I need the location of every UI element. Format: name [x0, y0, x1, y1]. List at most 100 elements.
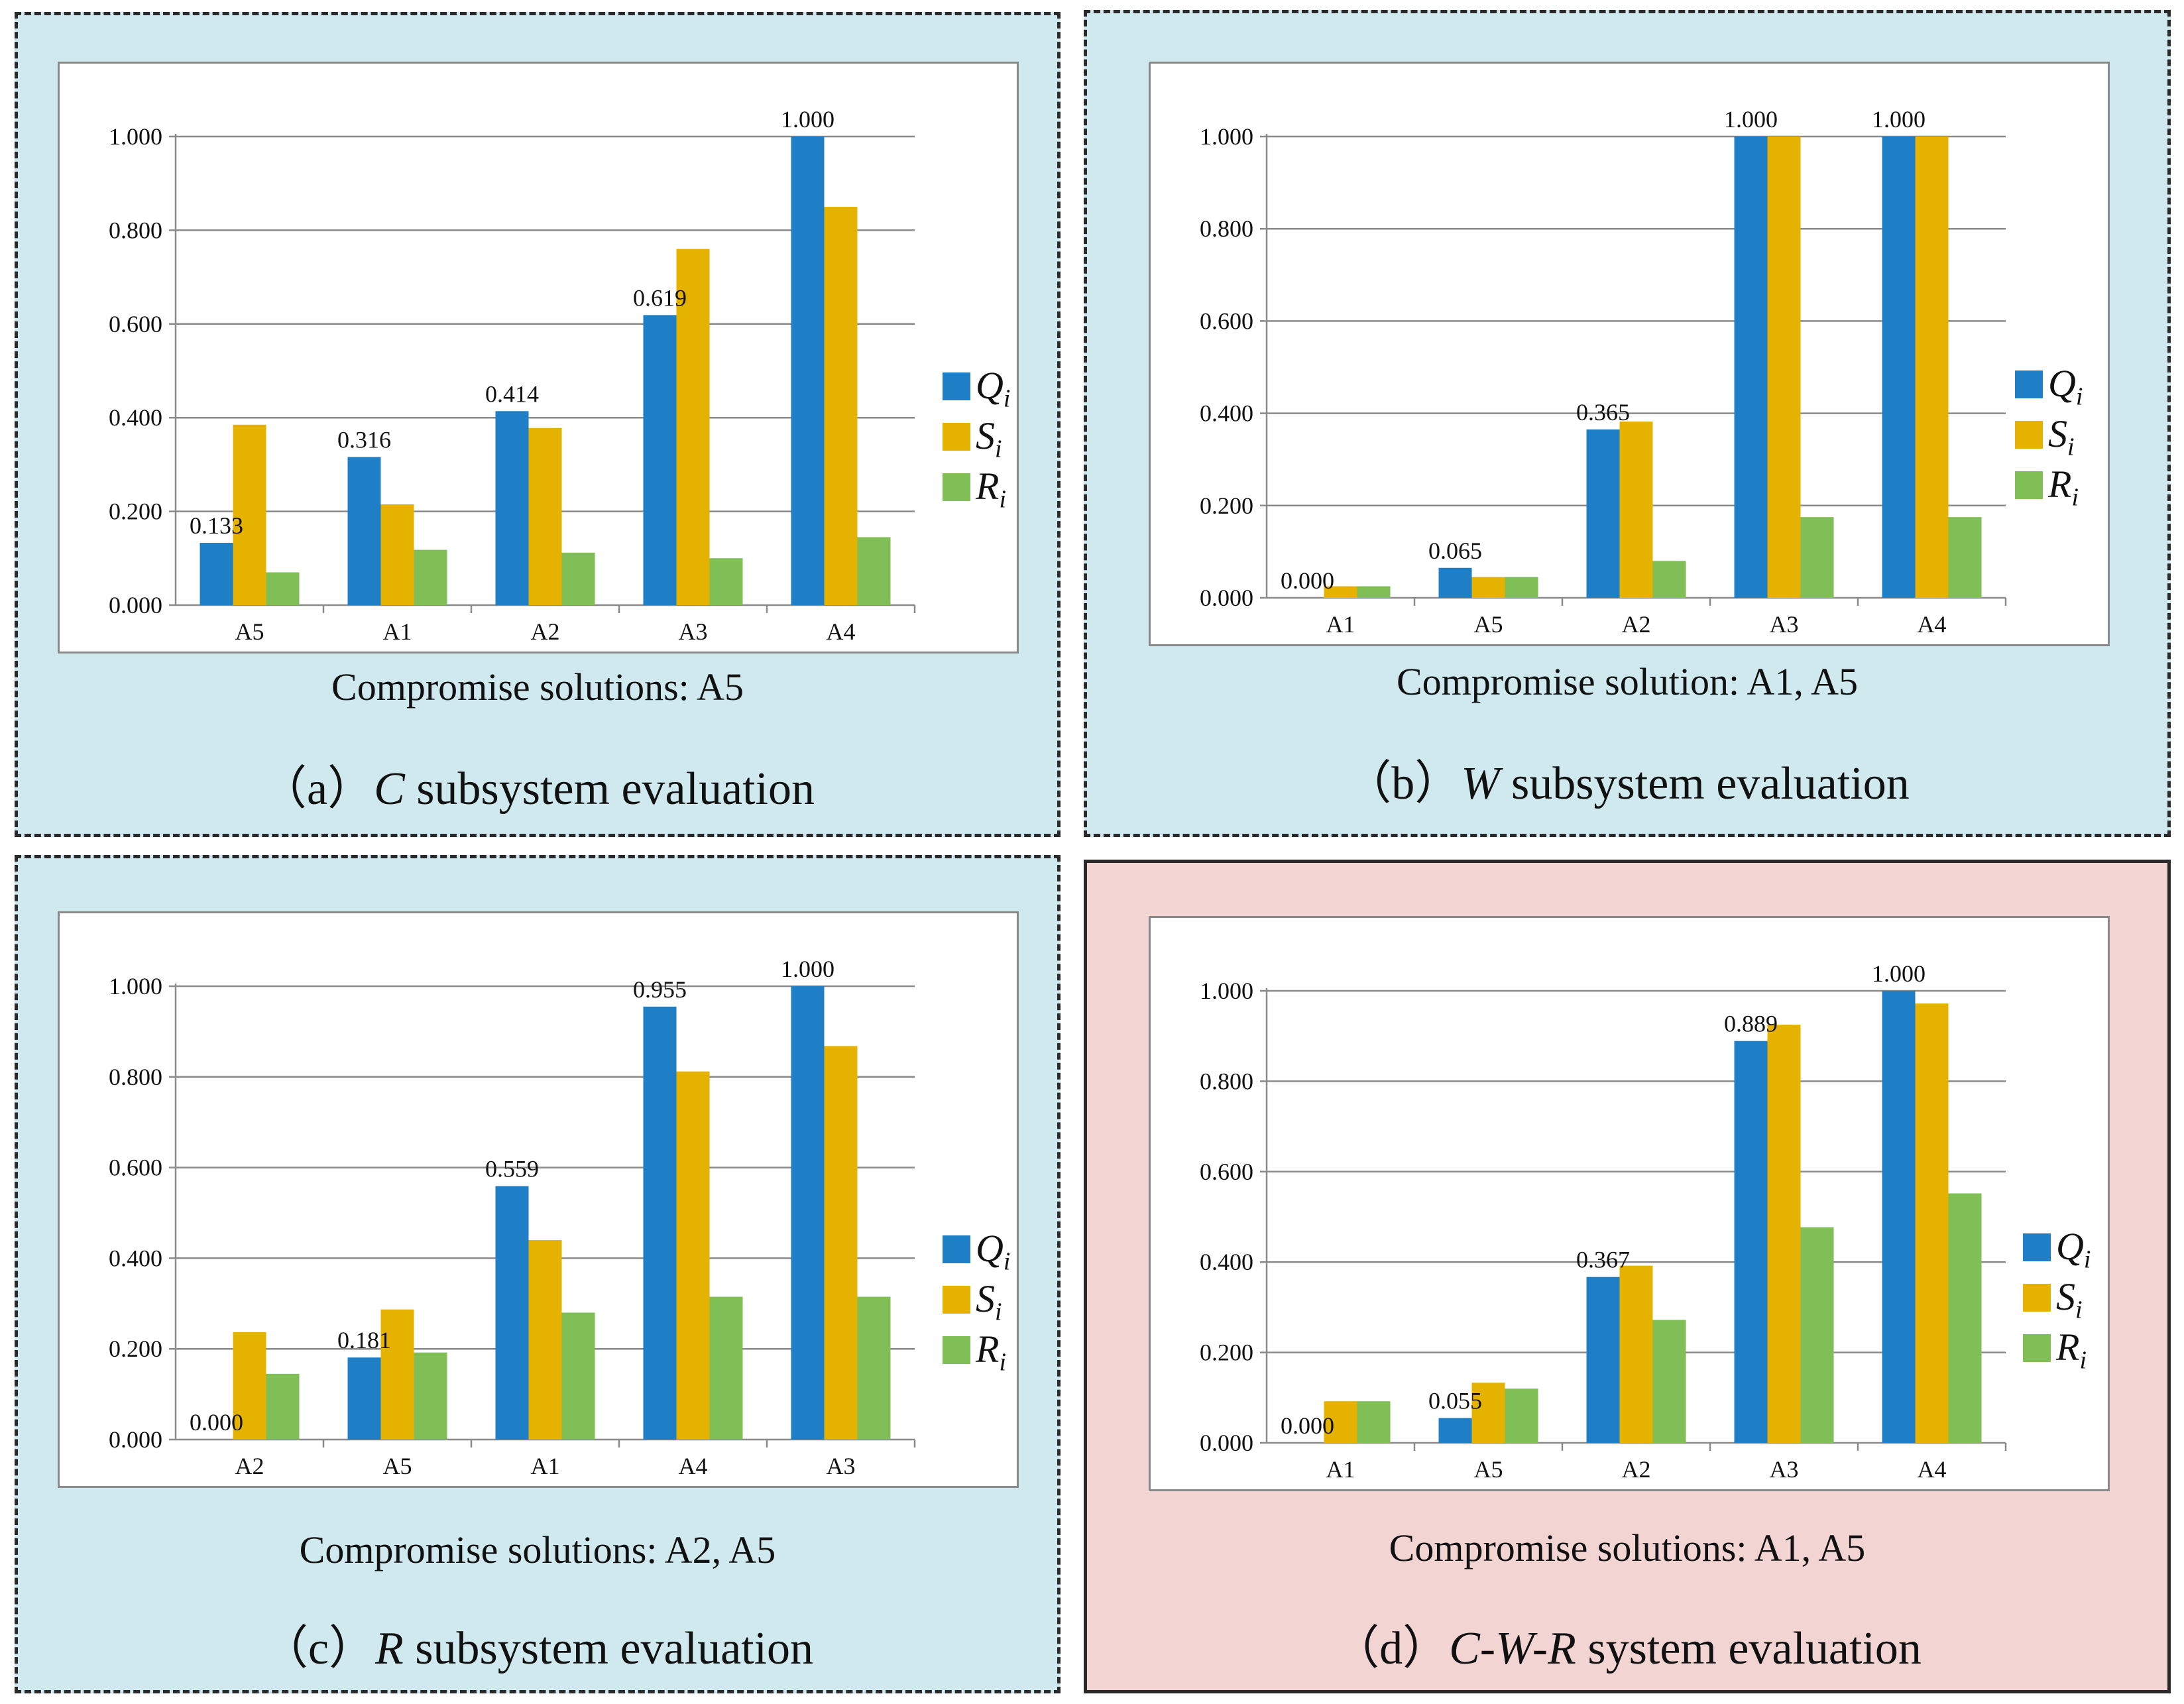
data-label-a5: 0.055	[1428, 1387, 1482, 1414]
y-tick-label: 0.400	[109, 1245, 162, 1271]
legend-swatch	[2015, 471, 2043, 499]
x-tick-label-a5: A5	[1474, 1456, 1503, 1483]
legend-swatch	[2023, 1233, 2051, 1261]
bar-qi-a2	[495, 411, 529, 605]
x-tick-label-a3: A3	[827, 1453, 856, 1479]
legend-label: Ri	[2056, 1326, 2087, 1375]
x-tick-label-a4: A4	[827, 618, 856, 645]
subtitle-d: （d）C-W-R system evaluation	[1087, 1611, 2167, 1677]
x-tick-label-a3: A3	[1770, 1456, 1799, 1483]
subtitle-c: （c）R subsystem evaluation	[18, 1611, 1057, 1677]
y-tick-label: 0.800	[109, 1064, 162, 1090]
bar-si-a4	[824, 207, 858, 605]
bar-qi-a4	[1882, 991, 1916, 1443]
y-tick-label: 1.000	[109, 123, 162, 150]
legend-a: Qi Si Ri	[943, 363, 1042, 522]
data-label-a3: 0.619	[633, 284, 687, 311]
y-tick-label: 0.200	[109, 1335, 162, 1362]
legend-swatch	[2023, 1284, 2051, 1312]
bar-ri-a5	[266, 572, 300, 605]
subtitle-a: （a）C subsystem evaluation	[18, 751, 1057, 818]
chart-d-plot-area: 0.000 0.200 0.400 0.600 0.800 1.000 0.000 A1 0.0…	[1149, 916, 2110, 1491]
legend-label: Si	[2056, 1275, 2083, 1324]
bar-qi-a3	[1734, 137, 1768, 598]
y-tick-label: 0.800	[109, 217, 162, 243]
x-tick-label-a4: A4	[679, 1453, 708, 1479]
bar-qi-a5	[347, 1357, 381, 1440]
y-tick-label: 0.000	[109, 1426, 162, 1453]
y-tick-label: 0.800	[1200, 215, 1253, 242]
legend-label: Si	[2048, 412, 2075, 461]
x-tick-label-a3: A3	[679, 618, 708, 645]
y-tick-label: 0.600	[1200, 1159, 1253, 1185]
x-tick-label-a3: A3	[1770, 611, 1799, 638]
legend-label: Ri	[976, 465, 1006, 514]
bar-qi-a5	[200, 542, 233, 605]
y-tick-label: 0.000	[1200, 585, 1253, 611]
bar-si-a3	[824, 1046, 858, 1440]
data-label-a1: 0.559	[485, 1156, 539, 1182]
bar-qi-a1	[347, 457, 381, 605]
data-label-a4: 0.955	[633, 976, 687, 1003]
bar-si-a2	[528, 427, 562, 605]
legend-label: Si	[976, 414, 1002, 463]
subtitle-b-system: W	[1461, 758, 1500, 809]
x-tick-label-a2: A2	[531, 618, 560, 645]
legend-swatch	[2015, 421, 2043, 449]
bar-qi-a4	[1882, 137, 1916, 598]
legend-label: Qi	[976, 364, 1011, 413]
chart-a-plot-area: 0.000 0.200 0.400 0.600 0.800 1.000 0.133 A5 0.3…	[58, 62, 1019, 653]
data-label-a4: 1.000	[781, 106, 834, 133]
legend-swatch	[943, 372, 970, 400]
chart-b: 0.000 0.200 0.400 0.600 0.800 1.000 0.000 A1 0.0…	[1200, 106, 2007, 638]
bar-ri-a3	[1800, 1227, 1834, 1443]
bar-ri-a5	[414, 1352, 447, 1440]
legend-label: Ri	[2048, 463, 2079, 512]
bar-ri-a3	[1800, 517, 1834, 598]
legend-swatch	[2015, 370, 2043, 398]
legend-label: Si	[976, 1277, 1002, 1326]
chart-c: 0.000 0.200 0.400 0.600 0.800 1.000 0.000 A2 0.1…	[109, 956, 916, 1479]
bar-si-a1	[1324, 1401, 1357, 1443]
bar-ri-a1	[561, 1312, 595, 1440]
data-label-a4: 1.000	[1872, 106, 1925, 133]
y-tick-label: 0.000	[1200, 1430, 1253, 1456]
legend-swatch	[943, 1235, 970, 1263]
bar-ri-a3	[857, 1296, 891, 1440]
bar-ri-a2	[1652, 561, 1686, 598]
subtitle-a-prefix: （a）	[260, 764, 374, 815]
data-label-a5: 0.133	[190, 512, 243, 539]
legend-swatch	[943, 1336, 970, 1364]
x-tick-label-a2: A2	[1622, 611, 1651, 638]
subtitle-a-suffix: subsystem evaluation	[404, 764, 815, 815]
bar-qi-a5	[1438, 1418, 1472, 1443]
x-tick-label-a4: A4	[1918, 1456, 1947, 1483]
bar-si-a4	[1915, 137, 1949, 598]
bar-qi-a2	[1586, 1277, 1620, 1443]
bar-si-a1	[380, 504, 414, 605]
bar-si-a4	[1915, 1003, 1949, 1443]
data-label-a4: 1.000	[1872, 960, 1925, 987]
subtitle-b-suffix: subsystem evaluation	[1499, 758, 1910, 809]
bar-qi-a3	[1734, 1041, 1768, 1443]
bar-si-a4	[676, 1071, 710, 1440]
data-label-a2: 0.000	[190, 1409, 243, 1436]
bar-ri-a1	[1357, 1401, 1391, 1443]
bar-ri-a4	[1948, 517, 1982, 598]
panel-c: 0.000 0.200 0.400 0.600 0.800 1.000 0.000 A2 0.1…	[15, 855, 1061, 1693]
y-tick-label: 0.600	[109, 311, 162, 337]
legend-swatch	[943, 1286, 970, 1314]
data-label-a2: 0.414	[485, 380, 539, 407]
legend-c: Qi Si Ri	[943, 1226, 1042, 1385]
x-tick-label-a1: A1	[1326, 1456, 1355, 1483]
data-label-a1: 0.000	[1281, 1412, 1334, 1439]
panel-d: 0.000 0.200 0.400 0.600 0.800 1.000 0.000 A1 0.0…	[1084, 860, 2171, 1693]
subtitle-c-suffix: subsystem evaluation	[403, 1623, 814, 1674]
compromise-a: Compromise solutions: A5	[331, 665, 744, 709]
bar-si-a3	[676, 249, 710, 605]
bar-ri-a1	[414, 549, 447, 605]
compromise-b: Compromise solution: A1, A5	[1396, 660, 1859, 703]
bar-si-a3	[1767, 1025, 1801, 1443]
bar-si-a5	[233, 424, 266, 605]
panel-b: 0.000 0.200 0.400 0.600 0.800 1.000 0.000 A1 0.0…	[1084, 10, 2171, 837]
